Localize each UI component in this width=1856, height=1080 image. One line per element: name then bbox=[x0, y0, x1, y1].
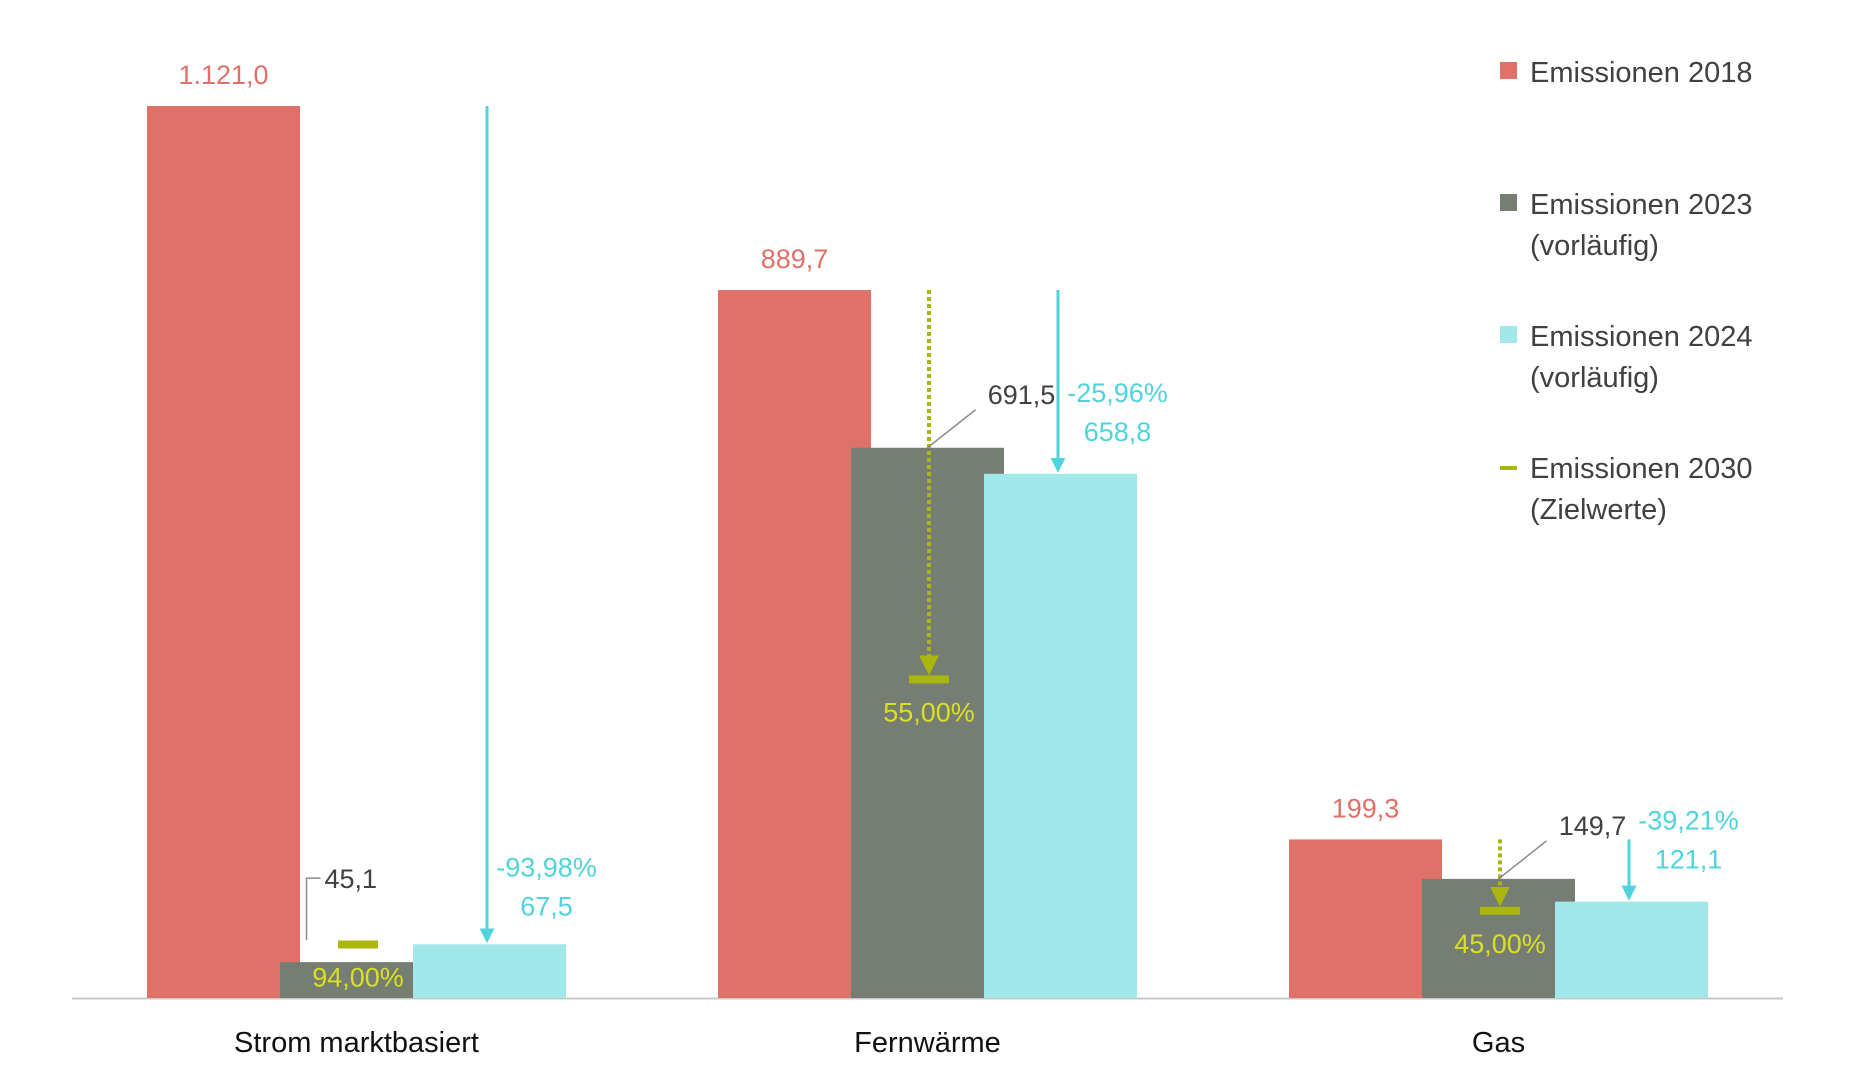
legend-swatch-1 bbox=[1500, 194, 1517, 211]
value-label-2018-1: 889,7 bbox=[761, 244, 829, 274]
bar-2018-1 bbox=[718, 290, 871, 999]
legend-swatch-0 bbox=[1500, 62, 1517, 79]
legend-swatch-3 bbox=[1500, 466, 1517, 470]
bar-2018-2 bbox=[1289, 839, 1442, 998]
value-label-2024-2: 121,1 bbox=[1655, 845, 1723, 875]
legend-item-0: Emissionen 2018 bbox=[1500, 57, 1752, 89]
target-label-2030-2: 45,00% bbox=[1454, 929, 1546, 959]
legend-sublabel-1: (vorläufig) bbox=[1530, 230, 1659, 262]
value-label-2024-0: 67,5 bbox=[520, 891, 573, 921]
legend-label-2: Emissionen 2024 bbox=[1530, 321, 1752, 353]
legend-item-3: Emissionen 2030 (Zielwerte) bbox=[1500, 453, 1752, 526]
leader-line-2023-2 bbox=[1498, 840, 1547, 880]
bar-2024-0 bbox=[413, 944, 566, 998]
change-label-2024-1: -25,96% bbox=[1067, 378, 1168, 408]
bars-layer bbox=[72, 106, 1783, 1000]
target-label-2030-0: 94,00% bbox=[312, 962, 404, 992]
legend-item-2: Emissionen 2024 (vorläufig) bbox=[1500, 321, 1752, 394]
category-label-2: Gas bbox=[1472, 1027, 1525, 1059]
legend-item-1: Emissionen 2023 (vorläufig) bbox=[1500, 189, 1752, 262]
target-label-2030-1: 55,00% bbox=[883, 697, 975, 727]
value-label-2023-0: 45,1 bbox=[325, 864, 378, 894]
bar-2024-2 bbox=[1555, 901, 1708, 998]
leader-line-2023-1 bbox=[927, 409, 976, 449]
overlay-layer bbox=[305, 106, 1637, 949]
bar-2023-0 bbox=[280, 962, 433, 998]
legend-sublabel-2: (vorläufig) bbox=[1530, 362, 1659, 394]
value-label-2023-2: 149,7 bbox=[1559, 811, 1627, 841]
target-marker-2030-0 bbox=[338, 940, 378, 949]
value-label-2024-1: 658,8 bbox=[1084, 417, 1152, 447]
legend-label-3: Emissionen 2030 bbox=[1530, 453, 1752, 485]
legend-sublabel-3: (Zielwerte) bbox=[1530, 494, 1667, 526]
labels-layer: Strom marktbasiert Fernwärme Gas 1.121,0 94,… bbox=[178, 60, 1738, 1059]
leader-line-2023-0 bbox=[305, 877, 321, 941]
bar-2023-1 bbox=[851, 447, 1004, 998]
legend-swatch-2 bbox=[1500, 326, 1517, 343]
change-label-2024-2: -39,21% bbox=[1638, 806, 1739, 836]
legend: Emissionen 2018 Emissionen 2023 (vorläufig… bbox=[1500, 57, 1752, 526]
change-label-2024-0: -93,98% bbox=[496, 852, 597, 882]
bar-2018-0 bbox=[147, 106, 300, 998]
legend-label-0: Emissionen 2018 bbox=[1530, 57, 1752, 89]
value-label-2023-1: 691,5 bbox=[988, 380, 1056, 410]
category-label-0: Strom marktbasiert bbox=[234, 1027, 479, 1059]
bar-2024-1 bbox=[984, 473, 1137, 999]
target-marker-2030-2 bbox=[1480, 906, 1520, 915]
legend-label-1: Emissionen 2023 bbox=[1530, 189, 1752, 221]
value-label-2018-2: 199,3 bbox=[1332, 793, 1400, 823]
category-label-1: Fernwärme bbox=[854, 1027, 1001, 1059]
target-marker-2030-1 bbox=[909, 675, 949, 684]
value-label-2018-0: 1.121,0 bbox=[178, 60, 268, 90]
